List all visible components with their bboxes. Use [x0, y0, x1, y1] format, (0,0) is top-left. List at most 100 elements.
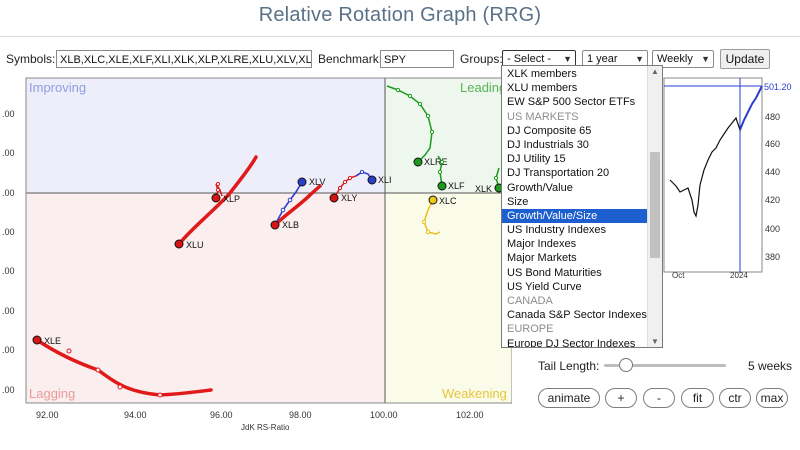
dropdown-option[interactable]: EW S&P 500 Sector ETFs — [507, 96, 636, 109]
point-label-xly: XLY — [341, 193, 357, 203]
price-line — [669, 116, 745, 218]
tail-length-slider-track[interactable] — [604, 364, 726, 367]
x-tick-label: 96.00 — [210, 410, 233, 420]
point-label-xli: XLI — [378, 175, 392, 185]
fit-button[interactable]: fit — [681, 388, 714, 408]
x-tick-label: 98.00 — [289, 410, 312, 420]
tail-xlv[interactable]: XLV — [297, 177, 325, 187]
point-label-xlf: XLF — [448, 181, 465, 191]
chevron-down-icon: ▼ — [563, 54, 572, 64]
zoom-in-button[interactable]: + — [605, 388, 637, 408]
point-label-xlu: XLU — [186, 240, 204, 250]
animate-button[interactable]: animate — [538, 388, 600, 408]
point-label-xlk: XLK — [475, 184, 492, 194]
tail-length-label: Tail Length: — [538, 359, 600, 373]
title-divider — [0, 36, 800, 37]
price-y-tick: 460 — [765, 139, 780, 149]
dropdown-scrollbar[interactable]: ▲ ▼ — [647, 66, 662, 347]
chart-frame — [25, 77, 512, 404]
tail-xle[interactable]: XLE — [32, 335, 213, 398]
quadrant-leading — [385, 78, 512, 193]
dropdown-option[interactable]: DJ Composite 65 — [507, 124, 592, 137]
price-chart: 501.20 480 460 440 420 400 380 Oct 2024 — [663, 77, 792, 280]
scroll-down-icon[interactable]: ▼ — [651, 337, 659, 346]
groups-label: Groups: — [460, 52, 503, 66]
dropdown-option-highlighted[interactable]: Growth/Value/Size — [502, 208, 650, 224]
max-button[interactable]: max — [756, 388, 788, 408]
dropdown-option[interactable]: Major Markets — [507, 252, 577, 265]
tail-xlp[interactable]: XLP — [211, 181, 240, 204]
rrg-chart: Improving Leading Lagging Weakening .00 … — [2, 77, 512, 432]
quadrant-label-leading: Leading — [460, 80, 506, 95]
point-label-xlp: XLP — [223, 194, 240, 204]
quadrant-label-lagging: Lagging — [29, 386, 75, 401]
tail-xlc[interactable]: XLC — [421, 195, 457, 235]
point-label-xle: XLE — [44, 336, 61, 346]
dropdown-option[interactable]: DJ Utility 15 — [507, 153, 566, 166]
x-tick-label: 92.00 — [36, 410, 59, 420]
y-tick-label: .00 — [2, 306, 15, 316]
dropdown-option[interactable]: XLK members — [507, 68, 577, 80]
scroll-up-icon[interactable]: ▲ — [651, 67, 659, 76]
dropdown-group-header: US MARKETS — [507, 110, 579, 123]
quadrant-weakening — [385, 193, 512, 403]
frequency-select-value: Weekly — [657, 53, 693, 65]
tail-length-slider-handle[interactable] — [619, 358, 633, 372]
dropdown-group-header: EUROPE — [507, 323, 554, 336]
y-tick-label: .00 — [2, 385, 15, 395]
chevron-down-icon: ▼ — [701, 54, 710, 64]
x-tick-label: 100.00 — [370, 410, 398, 420]
chevron-down-icon: ▼ — [635, 54, 644, 64]
quadrant-improving — [26, 78, 385, 193]
price-y-tick: 480 — [765, 112, 780, 122]
dropdown-option[interactable]: Growth/Value — [507, 181, 573, 194]
price-chart-frame — [663, 77, 763, 273]
dropdown-option[interactable]: US Industry Indexes — [507, 224, 607, 237]
tail-xlre[interactable]: XLRE — [386, 85, 448, 167]
y-tick-label: .00 — [2, 109, 15, 119]
benchmark-input[interactable]: SPY — [380, 50, 454, 68]
period-select[interactable]: 1 year ▼ — [582, 50, 648, 68]
benchmark-label: Benchmark: — [318, 52, 383, 66]
page-title: Relative Rotation Graph (RRG) — [258, 4, 542, 26]
scrollbar-thumb[interactable] — [650, 152, 660, 258]
point-label-xlc: XLC — [439, 196, 457, 206]
frequency-select[interactable]: Weekly ▼ — [652, 50, 714, 68]
symbols-input[interactable]: XLB,XLC,XLE,XLF,XLI,XLK,XLP,XLRE,XLU,XLV… — [56, 50, 312, 68]
x-axis-label: JdK RS-Ratio — [241, 423, 290, 432]
tail-xlu[interactable]: XLU — [174, 155, 258, 250]
dropdown-option[interactable]: Major Indexes — [507, 238, 577, 251]
center-button[interactable]: ctr — [719, 388, 751, 408]
update-button[interactable]: Update — [720, 49, 770, 69]
price-y-tick: 440 — [765, 167, 780, 177]
period-select-value: 1 year — [587, 53, 618, 65]
price-x-tick: Oct — [672, 271, 685, 280]
dropdown-option[interactable]: US Bond Maturities — [507, 266, 602, 279]
groups-dropdown-list[interactable]: XLK members XLU members EW S&P 500 Secto… — [501, 65, 663, 348]
y-tick-label: .00 — [2, 227, 15, 237]
dropdown-option[interactable]: Size — [507, 195, 529, 208]
price-y-tick: 420 — [765, 195, 780, 205]
y-tick-label: .00 — [2, 148, 15, 158]
dropdown-group-header: CANADA — [507, 295, 553, 307]
dropdown-option[interactable]: Canada S&P Sector Indexes — [507, 309, 647, 322]
zoom-out-button[interactable]: - — [643, 388, 675, 408]
quadrant-label-improving: Improving — [29, 80, 86, 95]
price-last-value: 501.20 — [764, 82, 792, 92]
tail-xlf[interactable]: XLF — [437, 155, 465, 191]
dropdown-option[interactable]: DJ Industrials 30 — [507, 138, 589, 151]
tail-xli[interactable]: XLI — [355, 169, 392, 185]
dropdown-option[interactable]: DJ Transportation 20 — [507, 167, 610, 180]
symbols-label: Symbols: — [6, 52, 56, 66]
point-label-xlre: XLRE — [424, 157, 448, 167]
y-tick-label: .00 — [2, 266, 15, 276]
point-label-xlb: XLB — [282, 220, 299, 230]
dropdown-option[interactable]: US Yield Curve — [507, 280, 582, 293]
groups-select-value: - Select - — [507, 53, 552, 65]
dropdown-option[interactable]: Europe DJ Sector Indexes — [507, 337, 636, 348]
quadrant-label-weakening: Weakening — [442, 386, 507, 401]
dropdown-items: XLK members XLU members EW S&P 500 Secto… — [502, 67, 650, 348]
tail-xlb[interactable]: XLB — [270, 181, 322, 230]
dropdown-option[interactable]: XLU members — [507, 82, 578, 95]
quadrant-lagging — [26, 193, 385, 403]
